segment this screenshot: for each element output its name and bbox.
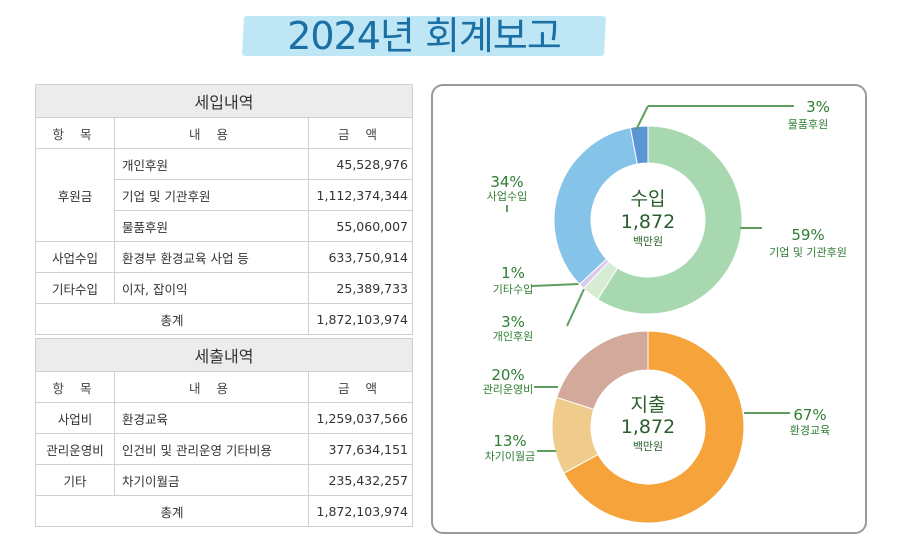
amount-cell: 633,750,914: [308, 241, 413, 273]
donut-center-title: 수입: [631, 188, 666, 210]
total-row: 총계 1,872,103,974: [35, 303, 413, 335]
category-cell: 기타수입: [35, 272, 115, 304]
slice-percent-label: 67%: [793, 406, 826, 424]
content-cell: 기업 및 기관후원: [114, 179, 309, 211]
column-header-category: 항 목: [35, 371, 115, 403]
slice-name-label: 물품후원: [788, 118, 828, 131]
table-row: 사업수입 환경부 환경교육 사업 등 633,750,914: [35, 241, 413, 273]
report-title-banner: 2024년 회계보고: [241, 10, 607, 60]
amount-cell: 55,060,007: [308, 210, 413, 242]
total-amount: 1,872,103,974: [308, 303, 413, 335]
leader-line: [635, 105, 649, 131]
amount-cell: 1,259,037,566: [308, 402, 413, 434]
slice-percent-label: 20%: [491, 366, 524, 384]
leader-line: [531, 283, 580, 287]
content-cell: 이자, 잡이익: [114, 272, 309, 304]
slice-name-label: 기업 및 기관후원: [769, 246, 847, 259]
content-cell: 인건비 및 관리운영 기타비용: [114, 433, 309, 465]
total-row: 총계 1,872,103,974: [35, 495, 413, 527]
content-cell: 개인후원: [114, 148, 309, 180]
column-header-content: 내 용: [114, 117, 309, 149]
slice-name-label: 관리운영비: [483, 383, 534, 396]
donut-slice: [596, 125, 743, 315]
table-row: 기업 및 기관후원 1,112,374,344: [36, 179, 413, 211]
donut-center-value: 1,872: [621, 211, 675, 233]
column-header-content: 내 용: [114, 371, 309, 403]
category-cell: 기타: [35, 464, 115, 496]
slice-name-label: 개인후원: [493, 330, 533, 343]
total-label: 총계: [35, 495, 309, 527]
slice-percent-label: 3%: [501, 313, 525, 331]
slice-name-label: 환경교육: [790, 424, 830, 437]
income-table-title: 세입내역: [35, 84, 413, 118]
donut-slice: [556, 330, 649, 411]
amount-cell: 45,528,976: [308, 148, 413, 180]
column-header-amount: 금 액: [308, 117, 413, 149]
total-amount: 1,872,103,974: [308, 495, 413, 527]
slice-percent-label: 1%: [501, 264, 525, 282]
slice-percent-label: 34%: [490, 173, 523, 191]
table-row: 후원금 개인후원 45,528,976: [35, 148, 413, 242]
total-label: 총계: [35, 303, 309, 335]
content-cell: 환경부 환경교육 사업 등: [114, 241, 309, 273]
table-row: 물품후원 55,060,007: [36, 210, 413, 242]
amount-cell: 1,112,374,344: [308, 179, 413, 211]
page-title: 2024년 회계보고: [287, 14, 562, 58]
donut-slice: [553, 127, 638, 286]
slice-name-label: 사업수입: [487, 190, 527, 203]
donut-center-unit: 백만원: [633, 440, 663, 453]
donut-center-title: 지출: [631, 394, 666, 416]
category-cell: 관리운영비: [35, 433, 115, 465]
slice-percent-label: 3%: [806, 98, 830, 116]
expense-table-title: 세출내역: [35, 338, 413, 372]
donut-center-unit: 백만원: [633, 235, 663, 248]
donut-slice: [629, 125, 649, 165]
slice-percent-label: 59%: [791, 226, 824, 244]
slice-name-label: 차기이월금: [485, 450, 536, 463]
leader-line: [566, 288, 585, 327]
chart-panel: [431, 84, 867, 534]
table-row: 기타수입 이자, 잡이익 25,389,733: [35, 272, 413, 304]
slice-name-label: 기타수입: [493, 283, 533, 296]
content-cell: 물품후원: [114, 210, 309, 242]
income-table: 세입내역 항 목 내 용 금 액 후원금 개인후원 45,528,976 기업 …: [35, 84, 413, 335]
donut-slice: [563, 330, 745, 524]
donut-center-value: 1,872: [621, 416, 675, 438]
expense-table: 세출내역 항 목 내 용 금 액 사업비 환경교육 1,259,037,566 …: [35, 338, 413, 527]
slice-percent-label: 13%: [493, 432, 526, 450]
